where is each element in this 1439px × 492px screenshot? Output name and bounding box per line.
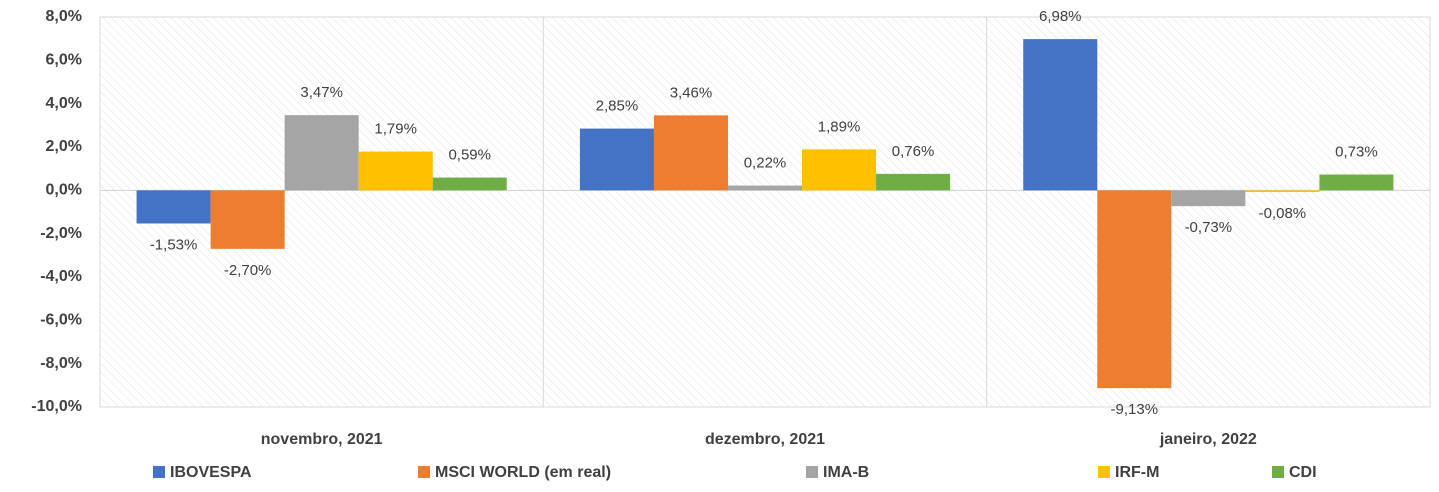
data-label: 1,89% — [818, 118, 861, 135]
legend-label: IMA-B — [823, 464, 869, 481]
bar — [802, 149, 877, 191]
data-label: 0,76% — [892, 143, 935, 160]
data-label: -0,08% — [1259, 205, 1307, 222]
data-label: 3,46% — [670, 84, 713, 101]
y-tick-label: 6,0% — [46, 52, 82, 69]
legend-label: MSCI WORLD (em real) — [435, 464, 611, 481]
plot-area — [99, 16, 1431, 408]
bar — [136, 190, 211, 224]
x-tick-label: janeiro, 2022 — [1159, 431, 1257, 448]
y-tick-label: -2,0% — [40, 225, 82, 242]
bar — [1245, 190, 1320, 193]
legend-label: IRF-M — [1115, 464, 1159, 481]
data-label: 6,98% — [1039, 8, 1082, 25]
legend-swatch — [1098, 466, 1110, 478]
bar — [284, 115, 359, 191]
legend-label: CDI — [1289, 464, 1317, 481]
y-tick-label: -6,0% — [40, 312, 82, 329]
legend-label: IBOVESPA — [170, 464, 252, 481]
bar — [1319, 174, 1394, 191]
data-label: -1,53% — [150, 236, 198, 253]
bar — [358, 151, 433, 191]
legend-swatch — [153, 466, 165, 478]
bar — [653, 115, 728, 191]
bar — [1023, 39, 1098, 191]
bar — [727, 185, 803, 191]
bar — [579, 128, 654, 191]
y-tick-label: 4,0% — [46, 95, 82, 112]
data-label: -9,13% — [1111, 401, 1159, 418]
y-tick-label: 0,0% — [46, 182, 82, 199]
data-label: -2,70% — [224, 262, 272, 279]
bar — [432, 177, 507, 191]
data-label: 3,47% — [300, 84, 343, 101]
legend-swatch — [418, 466, 430, 478]
data-label: 2,85% — [596, 98, 639, 115]
data-label: 1,79% — [374, 121, 417, 138]
data-label: -0,73% — [1185, 219, 1233, 236]
legend-swatch — [806, 466, 818, 478]
y-tick-label: 8,0% — [46, 8, 82, 25]
bar — [876, 173, 951, 191]
y-tick-label: -4,0% — [40, 268, 82, 285]
y-tick-label: 2,0% — [46, 138, 82, 155]
bar — [1097, 190, 1172, 389]
legend-swatch — [1272, 466, 1284, 478]
x-tick-label: dezembro, 2021 — [705, 431, 825, 448]
data-label: 0,73% — [1335, 143, 1378, 160]
bar — [1171, 190, 1246, 207]
y-tick-label: -10,0% — [31, 398, 82, 415]
x-tick-label: novembro, 2021 — [261, 431, 383, 448]
y-tick-label: -8,0% — [40, 355, 82, 372]
data-label: 0,22% — [744, 155, 787, 172]
data-label: 0,59% — [448, 147, 491, 164]
bar — [210, 190, 285, 249]
